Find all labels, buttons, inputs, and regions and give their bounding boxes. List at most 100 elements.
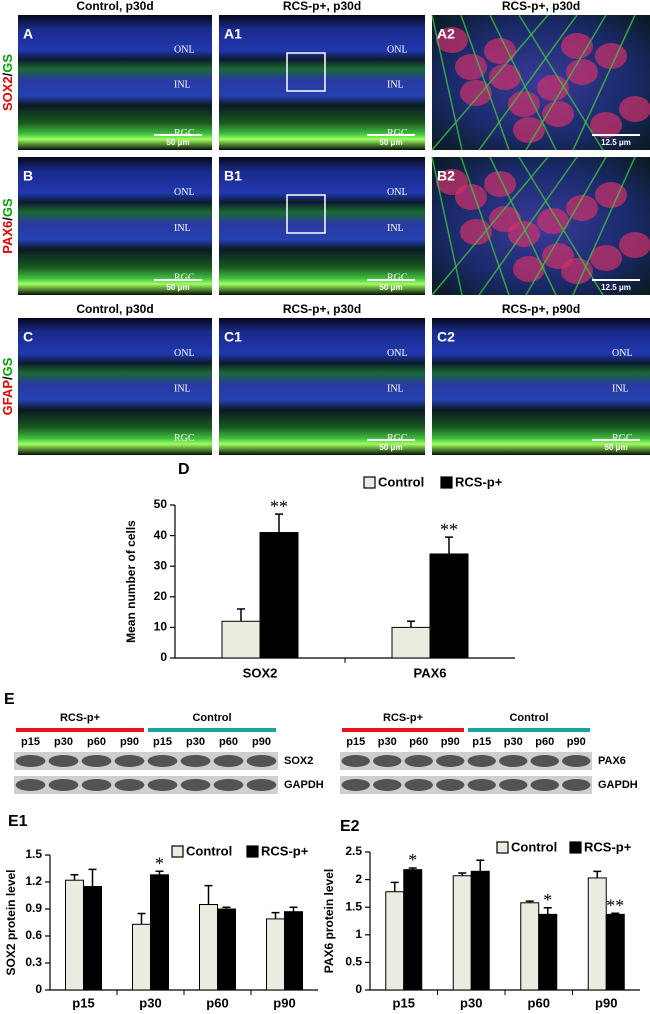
legend-swatch <box>171 845 184 858</box>
process <box>478 156 578 296</box>
bar <box>150 874 169 991</box>
scale-bar-label: 50 μm <box>166 138 189 147</box>
blot-band <box>81 779 112 791</box>
row-label-part: GS <box>0 198 15 217</box>
error-bar <box>611 912 620 915</box>
blot-strip <box>14 752 278 770</box>
layer-label: ONL <box>387 44 408 55</box>
y-tick-label: 2.5 <box>345 844 362 858</box>
scale-bar-label: 12.5 μm <box>601 138 631 147</box>
panel-label: B <box>23 168 33 184</box>
bar <box>221 620 261 659</box>
group-label: Control <box>192 712 231 724</box>
panel-title: RCS-p+, p30d <box>502 0 580 13</box>
blot-band <box>246 779 277 791</box>
bar <box>587 877 607 991</box>
lane-label: p90 <box>567 736 586 748</box>
layer-label: INL <box>387 223 404 234</box>
nucleus <box>566 59 598 85</box>
panel-title: RCS-p+, p90d <box>502 302 580 316</box>
x-tick-label: p60 <box>528 995 550 1010</box>
nucleus <box>484 38 516 64</box>
blot-strip <box>340 752 592 770</box>
lane-label: p90 <box>252 736 271 748</box>
legend-swatch <box>569 841 582 854</box>
y-tick-label: 50 <box>154 497 168 511</box>
lane-label: p60 <box>219 736 238 748</box>
y-tick-label: 0 <box>355 982 362 996</box>
panel-title: RCS-p+, p30d <box>283 302 361 316</box>
error-bar <box>222 906 231 909</box>
layer-label: RGC <box>387 273 408 284</box>
y-tick-label: 1.5 <box>345 899 362 913</box>
nucleus <box>619 96 650 122</box>
row-label-part: / <box>0 72 15 76</box>
scale-bar-label: 12.5 μm <box>601 283 631 292</box>
blot-band <box>341 779 370 791</box>
process <box>518 156 604 296</box>
legend-label: Control <box>186 843 232 858</box>
protein-label: PAX6 <box>598 755 626 767</box>
lane-label: p15 <box>153 736 172 748</box>
bar <box>452 875 472 991</box>
layer-label: RGC <box>387 433 408 444</box>
bar <box>605 913 625 991</box>
error-bar <box>458 872 467 876</box>
lane-label: p30 <box>504 736 523 748</box>
legend-label: RCS-p+ <box>455 474 503 489</box>
process <box>431 156 463 296</box>
bar <box>266 918 285 991</box>
blot-band <box>180 755 211 767</box>
nucleus <box>537 208 569 234</box>
nucleus <box>619 232 650 258</box>
blot-band <box>213 755 244 767</box>
significance-label: * <box>408 850 417 870</box>
x-tick-label: p30 <box>139 995 161 1010</box>
row-label-part: PAX6 <box>0 221 15 254</box>
nucleus <box>455 54 487 80</box>
blot-band <box>246 755 277 767</box>
scale-bar-label: 50 μm <box>604 443 627 452</box>
legend-label: Control <box>378 474 424 489</box>
bar <box>470 870 490 991</box>
nucleus <box>595 43 627 69</box>
layer-label: INL <box>174 79 191 90</box>
blot-band <box>404 779 433 791</box>
panel-label: C <box>23 329 33 345</box>
process <box>460 156 510 296</box>
lane-label: p30 <box>378 736 397 748</box>
panel-label: B1 <box>224 168 242 184</box>
blot-band <box>147 779 178 791</box>
legend-swatch <box>440 476 453 489</box>
blot-band <box>499 779 528 791</box>
layer-label: ONL <box>174 348 195 359</box>
y-tick-label: 0.3 <box>25 955 42 969</box>
layer-label: INL <box>387 79 404 90</box>
error-bar <box>137 912 146 925</box>
group-label: RCS-p+ <box>383 712 423 724</box>
blot-band <box>530 755 559 767</box>
layer-label: RGC <box>174 128 195 139</box>
layer-label: ONL <box>387 187 408 198</box>
y-tick-label: 10 <box>154 620 168 634</box>
y-tick-label: 0 <box>35 982 42 996</box>
blot-band <box>373 779 402 791</box>
x-tick-label: p90 <box>273 995 295 1010</box>
panel-letter: E2 <box>340 818 360 835</box>
process <box>572 156 636 296</box>
lane-label: p60 <box>535 736 554 748</box>
process <box>489 156 557 296</box>
micrograph <box>219 15 425 150</box>
y-tick-label: 0.6 <box>25 928 42 942</box>
error-bar <box>593 870 602 878</box>
error-bar <box>70 874 79 881</box>
zoom-box <box>286 52 326 92</box>
blot-band <box>562 779 591 791</box>
blot-band <box>48 755 79 767</box>
blot-strip <box>340 776 592 794</box>
error-bar <box>543 907 552 915</box>
nucleus <box>590 112 622 138</box>
nucleus <box>542 101 574 127</box>
lane-label: p60 <box>409 736 428 748</box>
layer-label: ONL <box>612 348 633 359</box>
